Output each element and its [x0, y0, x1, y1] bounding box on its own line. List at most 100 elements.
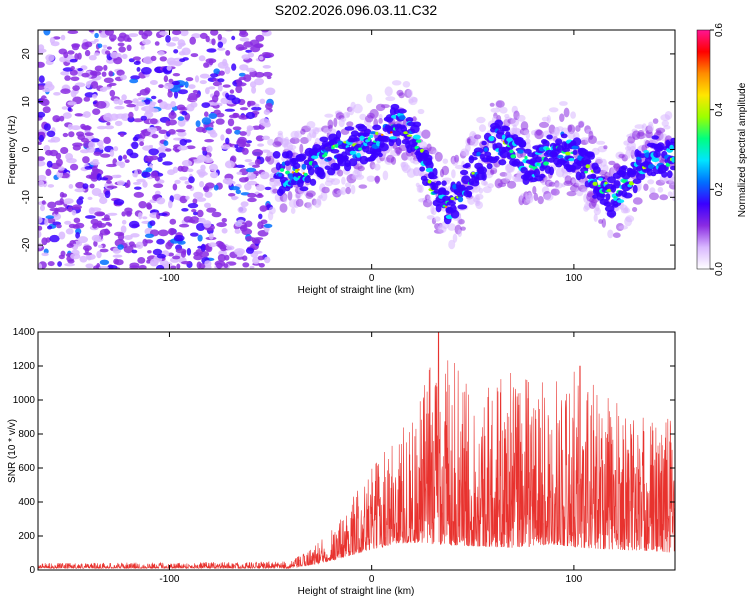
heat-cell	[60, 88, 71, 94]
heat-cell	[81, 125, 92, 131]
heat-cell	[398, 92, 405, 99]
heat-cell	[372, 124, 382, 131]
heat-cell	[246, 180, 258, 186]
heat-cell	[97, 220, 103, 228]
heat-cell	[97, 244, 103, 249]
heat-cell	[38, 230, 42, 238]
heat-cell	[277, 130, 283, 136]
heat-cell	[38, 111, 46, 118]
heat-cell	[62, 132, 69, 138]
heat-cell	[210, 73, 219, 78]
snr-x-ticks: -100 0 100	[159, 332, 583, 585]
heat-cell	[38, 263, 43, 269]
heat-cell	[559, 101, 568, 106]
heat-cell	[297, 168, 300, 171]
heat-cell	[172, 30, 182, 36]
heat-cell	[64, 263, 75, 267]
heat-cell	[148, 144, 154, 148]
heat-cell	[548, 124, 556, 135]
heat-cell	[333, 163, 341, 171]
heat-cell	[292, 162, 301, 170]
heat-cell	[201, 102, 211, 108]
heat-cell	[106, 185, 118, 189]
heat-cell	[38, 180, 45, 187]
heat-cell	[113, 56, 123, 65]
heat-cell	[550, 188, 560, 196]
heat-cell	[177, 89, 188, 95]
heat-cell	[168, 200, 173, 209]
heat-cell	[187, 203, 199, 209]
heat-cell	[232, 126, 242, 131]
heat-cell	[179, 138, 188, 146]
heat-cell	[148, 148, 159, 156]
heat-cell	[94, 32, 99, 39]
heat-cell	[382, 170, 389, 181]
heat-cell	[95, 101, 107, 109]
y-tick-label: 400	[18, 497, 35, 508]
heat-cell	[47, 225, 53, 230]
heat-cell	[612, 232, 621, 238]
heat-cell	[136, 92, 142, 97]
heat-cell	[245, 247, 255, 254]
heat-cell	[186, 184, 193, 189]
heat-cell	[278, 173, 283, 177]
heat-cell	[432, 167, 438, 177]
heat-cell	[236, 256, 245, 260]
heat-cell	[40, 205, 45, 212]
heat-cell	[505, 171, 512, 181]
heat-cell	[208, 86, 216, 90]
heat-cell	[450, 209, 460, 219]
heat-cell	[258, 213, 263, 220]
heat-cell	[290, 207, 296, 214]
heat-cell	[210, 171, 219, 179]
heat-cell	[267, 138, 275, 146]
heat-cell	[374, 175, 380, 184]
heat-cell	[173, 49, 179, 54]
heat-cell	[333, 117, 338, 128]
heat-cell	[593, 213, 598, 222]
heat-cell	[143, 30, 153, 37]
heat-cell	[107, 265, 118, 269]
heat-cell	[44, 218, 49, 226]
heat-cell	[340, 186, 347, 196]
heat-cell	[342, 155, 349, 161]
heat-cell	[457, 204, 468, 210]
heat-cell	[204, 139, 215, 143]
heat-cell	[246, 67, 256, 73]
heat-cell	[67, 30, 79, 34]
heat-cell	[63, 51, 69, 59]
heat-cell	[59, 198, 64, 204]
heat-cell	[190, 53, 199, 58]
heat-cell	[158, 129, 168, 134]
heat-cell	[220, 134, 225, 141]
heat-cell	[392, 130, 401, 137]
heat-cell	[231, 97, 241, 105]
heat-cell	[217, 41, 224, 48]
heat-cell	[559, 113, 565, 122]
heat-cell	[560, 133, 568, 139]
heat-cell	[236, 250, 244, 258]
heat-cell	[228, 193, 236, 197]
heat-cell	[245, 236, 254, 242]
heat-cell	[121, 211, 126, 217]
heat-cell	[67, 123, 73, 130]
heat-cell	[142, 181, 148, 188]
heat-cell	[406, 89, 413, 98]
heat-cell	[124, 183, 130, 188]
heat-cell	[67, 101, 77, 106]
heat-cell	[670, 137, 675, 144]
heat-cell	[198, 171, 205, 178]
heat-cell	[667, 191, 673, 198]
heat-cell	[101, 217, 111, 221]
heat-cell	[244, 159, 253, 163]
heat-cell	[525, 138, 531, 145]
heat-cell	[144, 155, 154, 162]
heat-cell	[108, 34, 117, 41]
heat-cell	[69, 58, 78, 63]
heat-cell	[168, 78, 174, 83]
heat-cell	[489, 102, 495, 107]
heat-cell	[117, 244, 124, 250]
heat-cell	[205, 182, 215, 189]
heat-cell	[184, 180, 190, 185]
heat-cell	[501, 125, 511, 132]
